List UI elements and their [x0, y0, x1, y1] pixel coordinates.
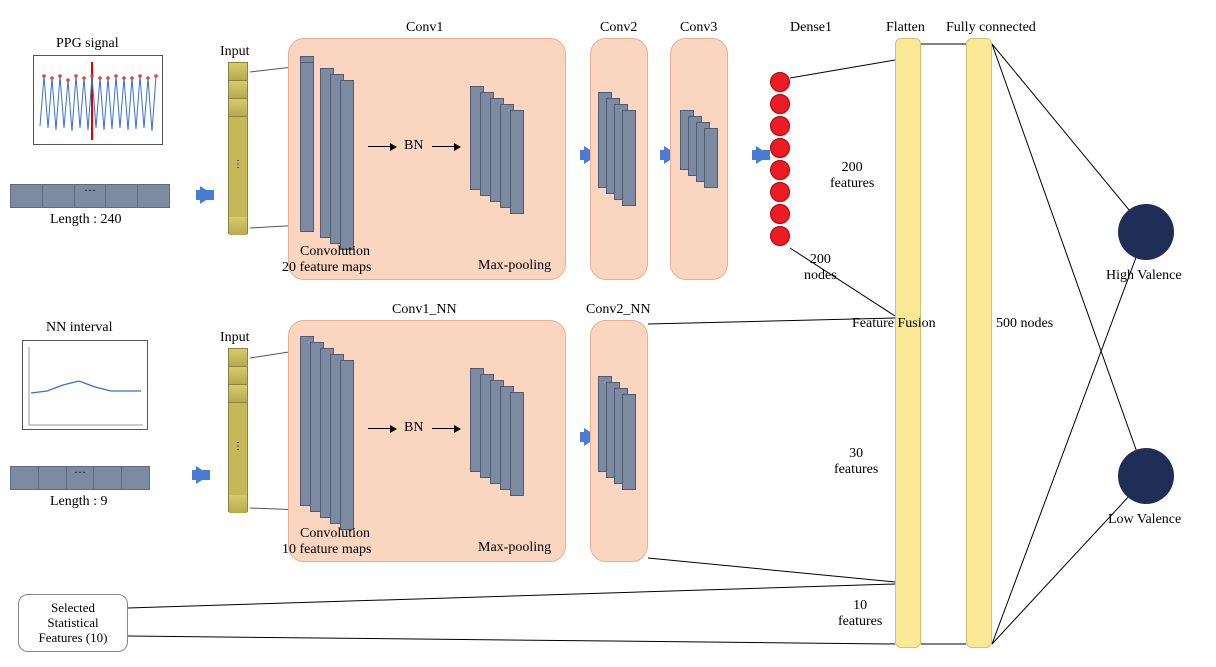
output-high-node — [1118, 204, 1174, 260]
flatten-bar — [895, 38, 921, 648]
arrow-c3-dense — [756, 146, 770, 164]
input-column-1: ⋮ — [228, 62, 248, 234]
arrow-bn-mp1 — [432, 146, 460, 147]
conv3-label: Conv3 — [680, 20, 717, 36]
arrow-conv1-bn — [368, 146, 396, 147]
ppg-length: Length : 240 — [50, 212, 122, 228]
conv1-label: Conv1 — [406, 20, 443, 36]
conv1nn-text: Convolution — [300, 526, 370, 542]
n200-label: 200 nodes — [804, 252, 837, 284]
conv2nn-label: Conv2_NN — [586, 302, 651, 318]
arrow-conv1nn-bn — [368, 428, 396, 429]
stat-features-box: Selected Statistical Features (10) — [18, 594, 128, 652]
arrow-ppg-input — [200, 186, 214, 204]
conv1nn-label: Conv1_NN — [392, 302, 457, 318]
conv1-mp-text: Max-pooling — [478, 258, 551, 274]
dense1-label: Dense1 — [790, 20, 832, 36]
nn-title: NN interval — [46, 320, 112, 336]
f30-label: 30 features — [834, 446, 878, 478]
conv1-text: Convolution — [300, 244, 370, 260]
fusion-label: Feature Fusion — [852, 316, 936, 332]
output-low-node — [1118, 448, 1174, 504]
f10-label: 10 features — [838, 598, 882, 630]
ppg-strip: … — [10, 184, 170, 208]
fc-bar — [966, 38, 992, 648]
output-low-label: Low Valence — [1108, 512, 1181, 528]
nodes500-label: 500 nodes — [996, 316, 1053, 332]
input-column-2: ⋮ — [228, 348, 248, 512]
nn-length: Length : 9 — [50, 494, 108, 510]
arrow-nn-input — [196, 466, 210, 484]
flatten-label: Flatten — [886, 20, 925, 36]
arrow-bn-mp2 — [432, 428, 460, 429]
input1-label: Input — [220, 44, 250, 60]
conv1nn-fm-text: 10 feature maps — [282, 542, 371, 558]
conv2-label: Conv2 — [600, 20, 637, 36]
input2-label: Input — [220, 330, 250, 346]
fc-label: Fully connected — [946, 20, 1036, 36]
bn1-label: BN — [404, 138, 423, 154]
nn-signal-plot — [22, 340, 148, 430]
bn2-label: BN — [404, 420, 423, 436]
ppg-title: PPG signal — [56, 36, 119, 52]
ppg-signal-plot — [33, 55, 163, 145]
nn-strip: … — [10, 466, 150, 490]
conv1-fm-text: 20 feature maps — [282, 260, 371, 276]
f200-label: 200 features — [830, 160, 874, 192]
output-high-label: High Valence — [1106, 268, 1182, 284]
conv1nn-mp-text: Max-pooling — [478, 540, 551, 556]
